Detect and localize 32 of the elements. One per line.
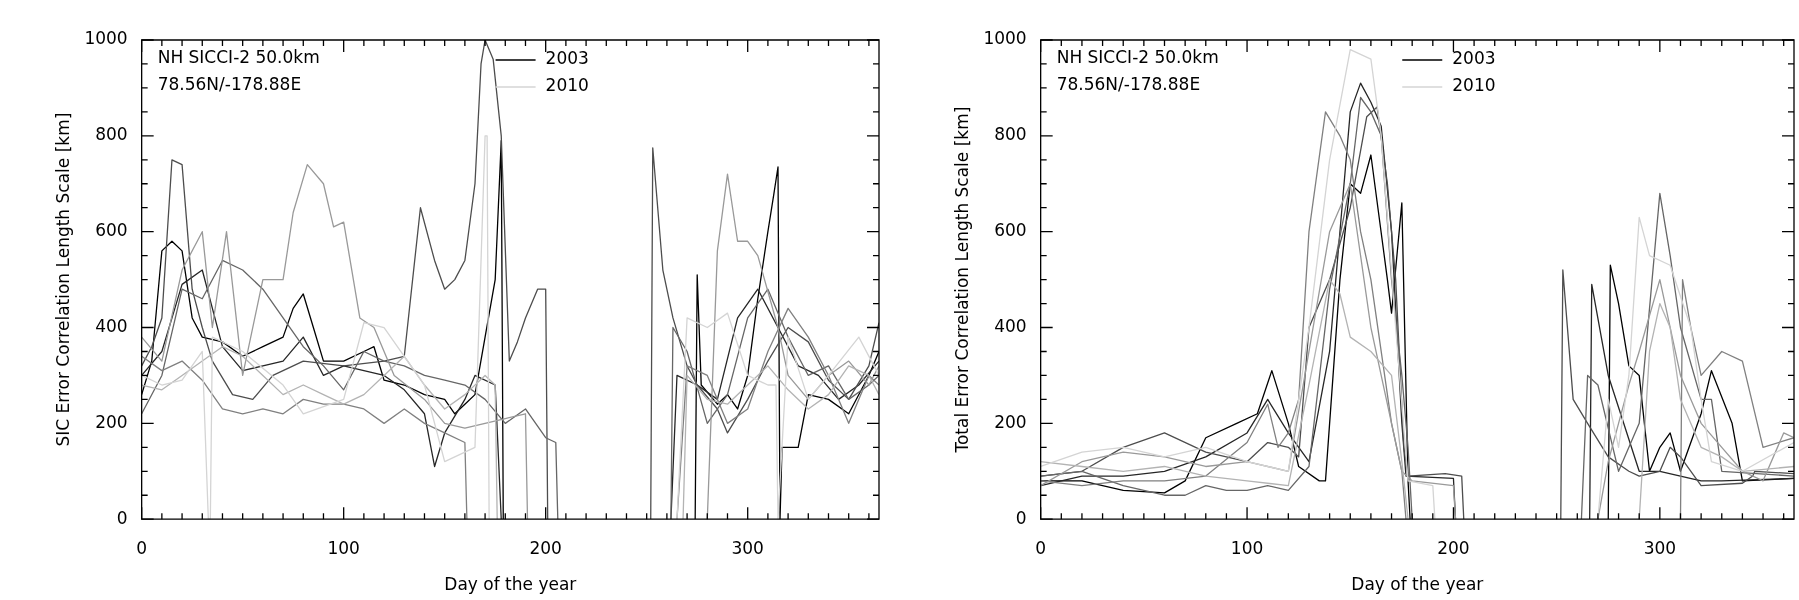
x-tick-label: 0: [136, 537, 148, 558]
legend-label: 2010: [545, 75, 589, 96]
annotation: NH SICCI-2 50.0km: [1056, 46, 1219, 67]
y-tick-label: 800: [994, 124, 1027, 145]
y-tick-label: 600: [95, 220, 128, 241]
x-tick-label: 300: [731, 537, 764, 558]
y-tick-label: 200: [95, 411, 128, 432]
y-axis-title: SIC Error Correlation Length Scale [km]: [52, 112, 73, 447]
x-tick-label: 0: [1035, 537, 1047, 558]
x-tick-label: 100: [327, 537, 360, 558]
x-tick-label: 200: [529, 537, 562, 558]
annotation: 78.56N/-178.88E: [157, 73, 302, 94]
y-tick-label: 400: [994, 315, 1027, 336]
y-axis-title: Total Error Correlation Length Scale [km]: [951, 106, 972, 454]
x-tick-label: 300: [1643, 537, 1677, 558]
y-tick-label: 0: [1015, 507, 1027, 528]
x-tick-label: 200: [1437, 537, 1470, 558]
y-tick-label: 600: [994, 220, 1027, 241]
legend-label: 2003: [545, 48, 589, 69]
annotation: NH SICCI-2 50.0km: [157, 46, 320, 67]
y-tick-label: 200: [994, 411, 1027, 432]
y-tick-label: 1000: [983, 28, 1027, 49]
x-axis-title: Day of the year: [444, 574, 577, 595]
legend-label: 2003: [1452, 48, 1496, 69]
y-tick-label: 0: [116, 507, 128, 528]
legend-label: 2010: [1452, 75, 1496, 96]
y-tick-label: 400: [95, 315, 128, 336]
y-tick-label: 800: [95, 124, 128, 145]
x-axis-title: Day of the year: [1351, 574, 1484, 595]
y-tick-label: 1000: [84, 28, 128, 49]
x-tick-label: 100: [1230, 537, 1264, 558]
annotation: 78.56N/-178.88E: [1056, 73, 1201, 94]
